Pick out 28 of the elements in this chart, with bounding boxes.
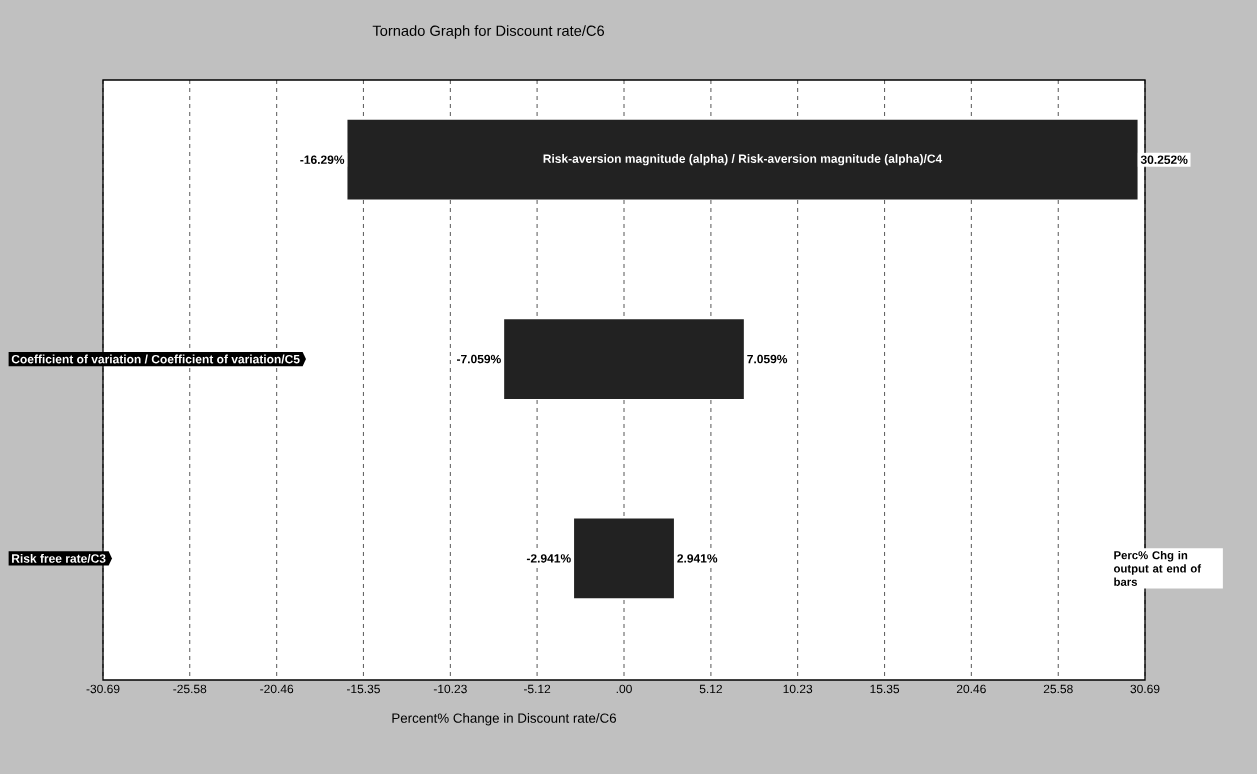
annotation: -7.059% bbox=[457, 354, 501, 364]
annotation: 2.941% bbox=[677, 554, 718, 563]
annotation: 30.252% bbox=[1140, 155, 1188, 164]
x-tick-label: -10.23 bbox=[433, 684, 467, 694]
x-tick-label: 15.35 bbox=[870, 684, 900, 694]
y-tick-label: Risk-aversion magnitude (alpha) / Risk-aversion magnitude (alpha)/C4 bbox=[543, 154, 943, 166]
x-tick-label: 25.58 bbox=[1043, 684, 1073, 694]
annotation: 7.059% bbox=[747, 354, 788, 364]
x-tick-label: .00 bbox=[616, 684, 632, 694]
y-tick-label: Coefficient of variation / Coefficient of variation/C5 bbox=[11, 354, 300, 364]
x-tick-label: -20.46 bbox=[260, 684, 294, 694]
x-tick-label: -30.69 bbox=[86, 684, 120, 694]
bar bbox=[347, 119, 1138, 200]
bar bbox=[574, 518, 674, 599]
annotation: -16.29% bbox=[300, 155, 345, 164]
chart-title: Tornado Graph for Discount rate/C6 bbox=[372, 25, 605, 39]
bar bbox=[504, 319, 744, 399]
x-tick-label: -25.58 bbox=[173, 684, 207, 694]
x-tick-label: 30.69 bbox=[1130, 684, 1160, 694]
annotation: -2.941% bbox=[526, 554, 571, 563]
x-tick-label: 20.46 bbox=[956, 684, 986, 694]
x-tick-label: -15.35 bbox=[346, 684, 380, 694]
x-tick-label: -5.12 bbox=[523, 684, 551, 694]
annotation: Perc% Chg in output at end of bars bbox=[1113, 550, 1202, 586]
x-tick-label: 10.23 bbox=[783, 684, 813, 694]
y-tick-label: Risk free rate/C3 bbox=[12, 553, 106, 563]
x-tick-label: 5.12 bbox=[699, 684, 722, 694]
x-axis-title: Percent% Change in Discount rate/C6 bbox=[392, 713, 617, 726]
